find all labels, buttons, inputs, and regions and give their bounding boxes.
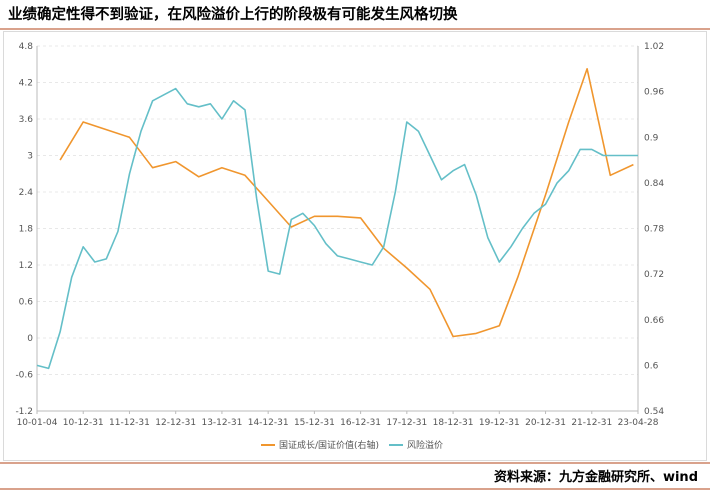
x-tick-label: 18-12-31: [433, 418, 474, 428]
source-bar: 资料来源：九方金融研究所、wind: [0, 462, 710, 490]
y-left-tick-label: 3: [27, 152, 33, 162]
series-line-growth-value-ratio: [59, 67, 634, 338]
legend-label: 国证成长/国证价值(右轴): [279, 439, 379, 451]
y-right-tick-label: 0.9: [644, 133, 659, 143]
legend-label: 风险溢价: [407, 439, 443, 451]
source-note: 资料来源：九方金融研究所、wind: [493, 470, 698, 485]
x-tick-label: 23-04-28: [618, 418, 659, 428]
x-tick-label: 15-12-31: [294, 418, 335, 428]
y-left-tick-label: 0: [27, 334, 33, 344]
chart-title: 业绩确定性得不到验证，在风险溢价上行的阶段极有可能发生风格切换: [8, 7, 458, 23]
y-right-tick-label: 0.84: [644, 179, 664, 189]
y-left-tick-label: -0.6: [15, 371, 33, 381]
y-left-tick-label: 2.4: [19, 188, 34, 198]
series-line-risk-premium: [36, 87, 638, 370]
y-left-tick-label: 4.2: [19, 79, 33, 89]
line-chart: 4.8 4.2 3.6 3 2.4 1.8 1.2 0.6 0 -0.6 -1.2 1.02 0.96 0…: [15, 42, 664, 451]
x-tick-label: 10-01-04: [17, 418, 58, 428]
y-left-tick-label: -1.2: [15, 407, 33, 417]
x-tick-label: 10-12-31: [63, 418, 104, 428]
x-tick-label: 11-12-31: [109, 418, 150, 428]
x-tick-label: 16-12-31: [340, 418, 381, 428]
x-tick-label: 17-12-31: [386, 418, 427, 428]
chart-frame: 4.8 4.2 3.6 3 2.4 1.8 1.2 0.6 0 -0.6 -1.2 1.02 0.96 0…: [3, 31, 707, 461]
y-left-tick-label: 3.6: [19, 115, 34, 125]
x-tick-label: 12-12-31: [155, 418, 196, 428]
x-tick-label: 14-12-31: [248, 418, 289, 428]
y-right-tick-label: 0.72: [644, 270, 664, 280]
y-right-tick-label: 1.02: [644, 42, 664, 52]
y-right-tick-label: 0.54: [644, 407, 664, 417]
x-tick-label: 19-12-31: [479, 418, 520, 428]
y-right-tick-label: 0.78: [644, 225, 664, 235]
y-right-tick-label: 0.6: [644, 361, 659, 371]
y-left-tick-label: 1.8: [19, 225, 34, 235]
x-tick-label: 20-12-31: [525, 418, 566, 428]
y-left-tick-label: 1.2: [19, 261, 33, 271]
x-tick-label: 21-12-31: [571, 418, 612, 428]
y-right-tick-label: 0.96: [644, 88, 664, 98]
y-right-tick-label: 0.66: [644, 316, 664, 326]
y-left-tick-label: 0.6: [19, 298, 34, 308]
title-bar: 业绩确定性得不到验证，在风险溢价上行的阶段极有可能发生风格切换: [0, 0, 710, 30]
y-left-tick-label: 4.8: [19, 42, 34, 52]
x-tick-label: 13-12-31: [201, 418, 242, 428]
